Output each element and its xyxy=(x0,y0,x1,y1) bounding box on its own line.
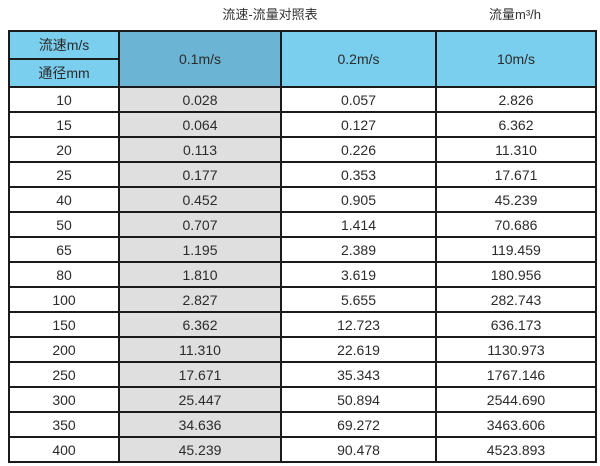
flow-value-0-1ms: 0.177 xyxy=(118,161,282,188)
table-row: 10 0.028 0.057 2.826 xyxy=(8,86,597,113)
flow-value-0-1ms: 45.239 xyxy=(118,436,282,463)
diameter-value: 100 xyxy=(8,286,120,313)
diameter-value: 20 xyxy=(8,136,120,163)
diameter-value: 150 xyxy=(8,311,120,338)
table-row: 40 0.452 0.905 45.239 xyxy=(8,186,597,213)
table-row: 300 25.447 50.894 2544.690 xyxy=(8,386,597,413)
flow-value-10ms: 45.239 xyxy=(435,186,597,213)
flow-value-0-1ms: 0.113 xyxy=(118,136,282,163)
flow-value-0-2ms: 50.894 xyxy=(280,386,437,413)
flow-value-0-2ms: 0.127 xyxy=(280,111,437,138)
flow-value-0-2ms: 90.478 xyxy=(280,436,437,463)
flow-value-0-1ms: 1.195 xyxy=(118,236,282,263)
diameter-value: 15 xyxy=(8,111,120,138)
diameter-value: 10 xyxy=(8,86,120,113)
diameter-value: 300 xyxy=(8,386,120,413)
table-header: 流速m/s 0.1m/s 0.2m/s 10m/s 通径mm xyxy=(8,30,597,88)
flow-value-0-2ms: 0.353 xyxy=(280,161,437,188)
flow-value-0-2ms: 69.272 xyxy=(280,411,437,438)
flow-value-0-2ms: 5.655 xyxy=(280,286,437,313)
flow-value-10ms: 2544.690 xyxy=(435,386,597,413)
table-title: 流速-流量对照表 xyxy=(222,7,318,22)
flow-value-10ms: 282.743 xyxy=(435,286,597,313)
flow-value-0-1ms: 6.362 xyxy=(118,311,282,338)
flow-value-0-1ms: 0.064 xyxy=(118,111,282,138)
column-header-10ms: 10m/s xyxy=(435,30,597,88)
diameter-value: 65 xyxy=(8,236,120,263)
table-row: 250 17.671 35.343 1767.146 xyxy=(8,361,597,388)
flow-value-0-2ms: 0.226 xyxy=(280,136,437,163)
flow-rate-table: 流速m/s 0.1m/s 0.2m/s 10m/s 通径mm 10 0.028 … xyxy=(8,30,597,463)
diameter-value: 200 xyxy=(8,336,120,363)
table-row: 100 2.827 5.655 282.743 xyxy=(8,286,597,313)
table-row: 15 0.064 0.127 6.362 xyxy=(8,111,597,138)
flow-value-10ms: 636.173 xyxy=(435,311,597,338)
diameter-value: 250 xyxy=(8,361,120,388)
diameter-value: 350 xyxy=(8,411,120,438)
flow-value-10ms: 2.826 xyxy=(435,86,597,113)
flow-unit-title: 流量m³/h xyxy=(488,7,541,22)
flow-value-10ms: 180.956 xyxy=(435,261,597,288)
flow-value-0-2ms: 1.414 xyxy=(280,211,437,238)
flow-value-10ms: 1767.146 xyxy=(435,361,597,388)
table-row: 20 0.113 0.226 11.310 xyxy=(8,136,597,163)
table-row: 25 0.177 0.353 17.671 xyxy=(8,161,597,188)
table-row: 350 34.636 69.272 3463.606 xyxy=(8,411,597,438)
diameter-value: 400 xyxy=(8,436,120,463)
flow-value-0-1ms: 34.636 xyxy=(118,411,282,438)
table-row: 50 0.707 1.414 70.686 xyxy=(8,211,597,238)
corner-velocity-label: 流速m/s xyxy=(8,30,120,60)
flow-value-0-2ms: 22.619 xyxy=(280,336,437,363)
flow-value-10ms: 17.671 xyxy=(435,161,597,188)
table-row: 65 1.195 2.389 119.459 xyxy=(8,236,597,263)
flow-value-0-2ms: 35.343 xyxy=(280,361,437,388)
flow-value-10ms: 6.362 xyxy=(435,111,597,138)
table-body: 10 0.028 0.057 2.826 15 0.064 0.127 6.36… xyxy=(8,86,597,463)
flow-value-0-1ms: 0.028 xyxy=(118,86,282,113)
flow-value-0-1ms: 17.671 xyxy=(118,361,282,388)
table-row: 400 45.239 90.478 4523.893 xyxy=(8,436,597,463)
flow-value-0-1ms: 0.452 xyxy=(118,186,282,213)
table-row: 80 1.810 3.619 180.956 xyxy=(8,261,597,288)
header-row-diameter: 通径mm xyxy=(8,58,596,88)
flow-value-10ms: 70.686 xyxy=(435,211,597,238)
flow-value-0-1ms: 0.707 xyxy=(118,211,282,238)
flow-value-0-1ms: 2.827 xyxy=(118,286,282,313)
flow-value-10ms: 119.459 xyxy=(435,236,597,263)
flow-value-0-2ms: 0.905 xyxy=(280,186,437,213)
diameter-value: 50 xyxy=(8,211,120,238)
diameter-value: 25 xyxy=(8,161,120,188)
flow-value-0-2ms: 2.389 xyxy=(280,236,437,263)
flow-value-0-1ms: 1.810 xyxy=(118,261,282,288)
flow-value-0-2ms: 3.619 xyxy=(280,261,437,288)
header-row-velocity: 流速m/s 0.1m/s 0.2m/s 10m/s xyxy=(8,30,597,88)
flow-value-0-2ms: 0.057 xyxy=(280,86,437,113)
table-row: 150 6.362 12.723 636.173 xyxy=(8,311,597,338)
flow-value-10ms: 11.310 xyxy=(435,136,597,163)
flow-value-10ms: 3463.606 xyxy=(435,411,597,438)
diameter-value: 40 xyxy=(8,186,120,213)
flow-value-10ms: 1130.973 xyxy=(435,336,597,363)
flow-value-0-1ms: 11.310 xyxy=(118,336,282,363)
page-titles: 流速-流量对照表 流量m³/h xyxy=(0,4,600,26)
flow-value-0-2ms: 12.723 xyxy=(280,311,437,338)
column-header-0-2ms: 0.2m/s xyxy=(280,30,437,88)
corner-diameter-label: 通径mm xyxy=(8,58,120,88)
diameter-value: 80 xyxy=(8,261,120,288)
table-row: 200 11.310 22.619 1130.973 xyxy=(8,336,597,363)
column-header-0-1ms: 0.1m/s xyxy=(118,30,282,88)
flow-value-0-1ms: 25.447 xyxy=(118,386,282,413)
flow-value-10ms: 4523.893 xyxy=(435,436,597,463)
